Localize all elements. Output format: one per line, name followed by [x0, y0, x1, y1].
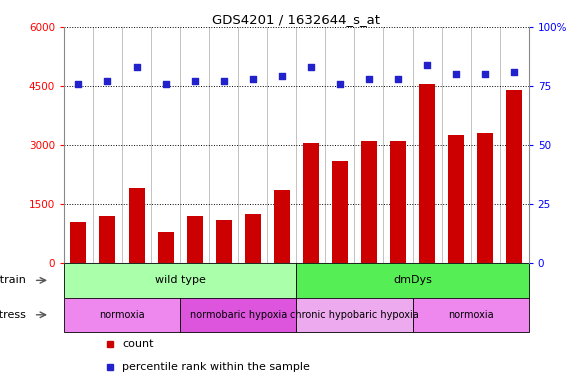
Point: [132, 64, 141, 70]
Bar: [128, 188, 145, 263]
Bar: [303, 143, 319, 263]
Text: chronic hypobaric hypoxia: chronic hypobaric hypoxia: [290, 310, 419, 320]
Bar: [506, 90, 522, 263]
Point: [335, 81, 345, 87]
Text: percentile rank within the sample: percentile rank within the sample: [122, 362, 310, 372]
Point: [393, 76, 403, 82]
Bar: [216, 220, 232, 263]
Text: dmDys: dmDys: [393, 275, 432, 285]
Bar: [448, 135, 464, 263]
Point: [306, 64, 315, 70]
Point: [190, 78, 199, 84]
Bar: [64, 298, 180, 332]
Bar: [70, 222, 87, 263]
Bar: [413, 298, 529, 332]
Point: [74, 81, 83, 87]
Bar: [157, 232, 174, 263]
Text: normoxia: normoxia: [99, 310, 145, 320]
Point: [451, 71, 461, 77]
Bar: [245, 214, 261, 263]
Point: [219, 78, 228, 84]
Bar: [419, 84, 435, 263]
Text: wild type: wild type: [155, 275, 206, 285]
Bar: [180, 298, 296, 332]
Point: [103, 78, 112, 84]
Point: [161, 81, 170, 87]
Text: strain: strain: [0, 275, 27, 285]
Point: [248, 76, 257, 82]
Bar: [296, 298, 413, 332]
Bar: [296, 263, 529, 298]
Title: GDS4201 / 1632644_s_at: GDS4201 / 1632644_s_at: [212, 13, 381, 26]
Bar: [332, 161, 348, 263]
Point: [510, 69, 519, 75]
Bar: [274, 190, 290, 263]
Text: stress: stress: [0, 310, 27, 320]
Text: count: count: [122, 339, 153, 349]
Point: [364, 76, 374, 82]
Bar: [390, 141, 406, 263]
Text: normobaric hypoxia: normobaric hypoxia: [189, 310, 287, 320]
Bar: [477, 133, 493, 263]
Bar: [99, 216, 116, 263]
Bar: [187, 216, 203, 263]
Point: [480, 71, 490, 77]
Bar: [361, 141, 377, 263]
Point: [277, 73, 286, 79]
Text: normoxia: normoxia: [448, 310, 493, 320]
Bar: [64, 263, 296, 298]
Point: [422, 61, 432, 68]
